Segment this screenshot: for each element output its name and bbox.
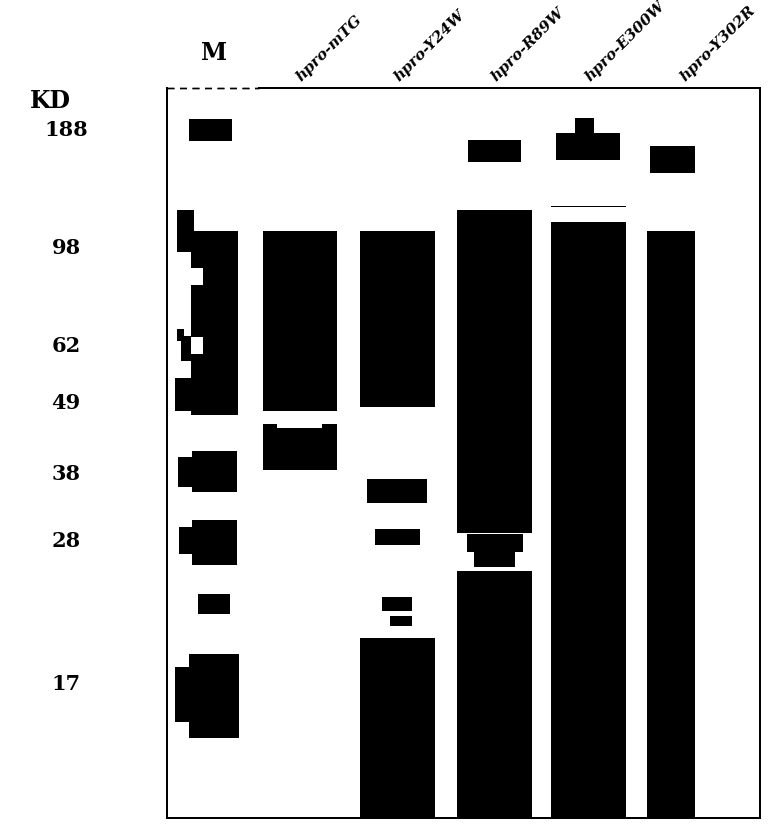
Text: 188: 188 [44,120,88,140]
Text: 28: 28 [51,531,81,551]
Bar [474,552,515,567]
Bar [178,457,193,487]
Bar [457,533,532,554]
Bar [167,88,760,818]
Bar [551,207,626,222]
Bar [198,594,231,614]
Text: hpro-R89W: hpro-R89W [488,5,567,84]
Bar [368,479,427,503]
Text: 98: 98 [51,237,81,258]
Bar [382,597,412,611]
Bar [191,268,203,285]
Bar [189,119,231,141]
Bar [375,529,420,545]
Bar [551,206,626,818]
Text: hpro-Y24W: hpro-Y24W [391,8,467,84]
Text: M: M [201,41,227,65]
Bar [360,231,435,407]
Bar [390,616,412,626]
Bar [191,231,238,415]
Text: KD: KD [30,89,71,112]
Text: 49: 49 [51,393,81,413]
Bar [179,527,193,554]
Bar [177,210,194,252]
Bar [457,571,532,818]
Text: hpro-E300W: hpro-E300W [582,0,668,84]
Bar [457,210,532,533]
Bar [575,118,594,133]
Bar [175,378,192,411]
Bar [175,667,191,722]
Bar [182,336,194,361]
Bar [189,654,239,738]
Bar [468,140,521,162]
Bar [556,133,620,160]
Text: 17: 17 [51,674,81,694]
Bar [192,451,237,492]
Bar [695,88,725,826]
Bar [177,329,185,341]
Bar [191,337,203,354]
Text: 38: 38 [51,464,81,484]
Bar [263,411,337,424]
Text: hpro-mTG: hpro-mTG [294,13,365,84]
Bar [360,638,435,818]
Text: hpro-Y302R: hpro-Y302R [678,3,759,84]
Bar [192,520,237,565]
Bar [263,231,337,470]
Text: 62: 62 [51,336,81,356]
Bar [647,231,721,818]
Bar [650,146,717,173]
Bar [467,534,523,552]
Bar [277,418,323,428]
